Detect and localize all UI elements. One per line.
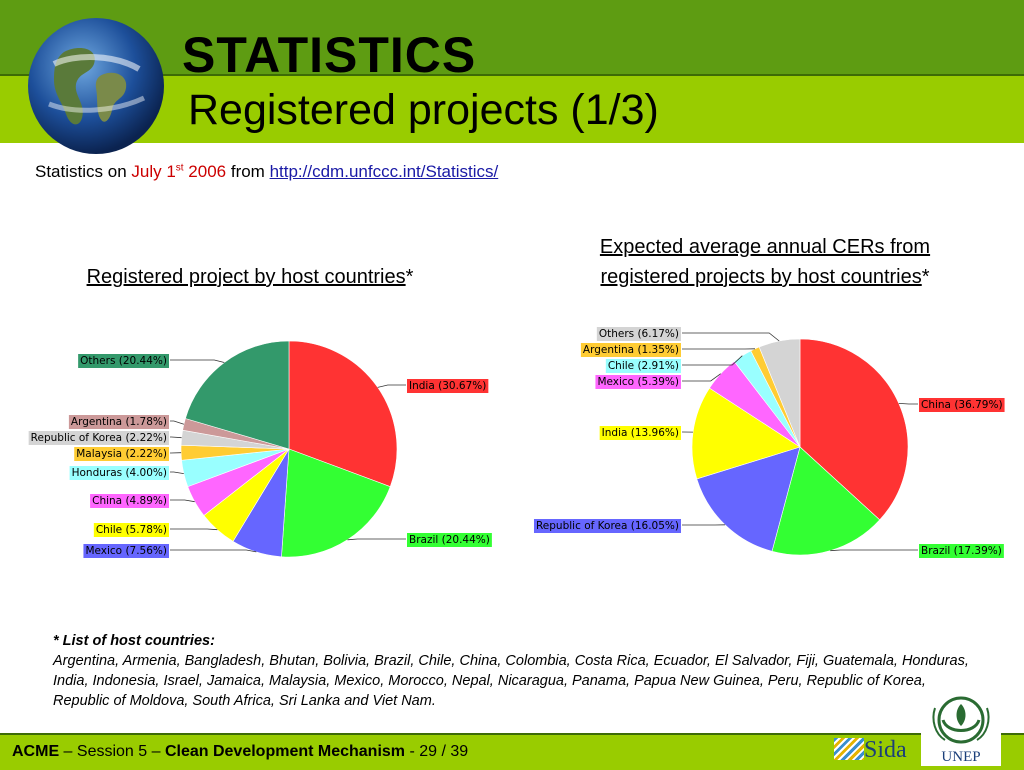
footer-bar: ACME – Session 5 – Clean Development Mec… (0, 733, 1024, 770)
pie-label-argentina: Argentina (1.78%) (69, 415, 169, 429)
pie-label-text: Chile (2.91%) (608, 360, 679, 372)
footer-text: ACME – Session 5 – Clean Development Mec… (12, 743, 468, 761)
leader-line-china (170, 500, 195, 502)
chart-title-cers: Expected average annual CERs from registe… (530, 232, 1000, 292)
pie-chart-projects: India (30.67%) Brazil (20.44%) Mexico (7.5… (0, 330, 512, 570)
pie-label-chile: Chile (5.78%) (94, 523, 169, 537)
leader-line-brazil (348, 539, 407, 540)
pie-label-text: Brazil (17.39%) (921, 545, 1002, 557)
pie-label-india: India (13.96%) (600, 426, 681, 440)
statistics-link[interactable]: http://cdm.unfccc.int/Statistics/ (270, 162, 499, 181)
pie-label-china: China (36.79%) (919, 398, 1005, 412)
pie-label-text: Chile (5.78%) (96, 524, 167, 536)
pie-label-text: Others (20.44%) (80, 355, 167, 367)
unep-logo-text: UNEP (941, 749, 980, 765)
host-countries-note: * List of host countries: Argentina, Arm… (53, 631, 973, 711)
pie-label-text: Mexico (5.39%) (597, 376, 679, 388)
footer-session: – Session 5 – (59, 743, 165, 760)
stats-date-day: July 1 (131, 162, 175, 181)
pie-label-text: China (4.89%) (92, 495, 167, 507)
chart-title-projects-text: Registered project by host countries (87, 266, 406, 288)
pie-label-china: China (4.89%) (90, 494, 169, 508)
chart-title-cers-line1: Expected average annual CERs from (600, 236, 930, 258)
pie-label-text: Honduras (4.00%) (72, 467, 167, 479)
pie-label-brazil: Brazil (17.39%) (919, 544, 1004, 558)
pie-label-text: India (13.96%) (602, 427, 679, 439)
footer-org: ACME (12, 743, 59, 760)
pie-chart-cers: China (36.79%) Brazil (17.39%) Republic of… (510, 300, 1024, 600)
chart-title-cers-line2: registered projects by host countries (600, 266, 921, 288)
pie-label-text: Others (6.17%) (599, 328, 679, 340)
leader-line-others (170, 360, 224, 363)
leader-line-honduras (170, 472, 184, 474)
pie-label-others: Others (6.17%) (597, 327, 681, 341)
pie-label-text: Malaysia (2.22%) (76, 448, 167, 460)
pie-label-text: Brazil (20.44%) (409, 534, 490, 546)
pie-label-mexico: Mexico (5.39%) (595, 375, 681, 389)
pie-label-others: Others (20.44%) (78, 354, 169, 368)
note-body: Argentina, Armenia, Bangladesh, Bhutan, … (53, 651, 973, 711)
leader-line-argentina (170, 421, 184, 424)
page-title: STATISTICS (182, 30, 476, 80)
pie-label-text: Republic of Korea (2.22%) (31, 432, 167, 444)
sida-logo-mark (834, 738, 864, 760)
pie-label-mexico: Mexico (7.56%) (83, 544, 169, 558)
chart-title-cers-mark: * (922, 266, 930, 288)
pie-label-malaysia: Malaysia (2.22%) (74, 447, 169, 461)
stats-date-suffix: st (176, 162, 184, 173)
pie-label-text: India (30.67%) (409, 380, 486, 392)
leader-line-chile (170, 529, 217, 530)
pie-label-text: Argentina (1.78%) (71, 416, 167, 428)
leader-line-republic-of-korea (170, 437, 182, 438)
sida-logo-text: Sida (864, 737, 907, 763)
pie-label-text: Republic of Korea (16.05%) (536, 520, 679, 532)
footer-course: Clean Development Mechanism (165, 743, 405, 760)
pie-label-brazil: Brazil (20.44%) (407, 533, 492, 547)
pie-label-text: Mexico (7.56%) (85, 545, 167, 557)
stats-middle: from (226, 162, 269, 181)
leader-line-china (899, 403, 918, 404)
pie-label-chile: Chile (2.91%) (606, 359, 681, 373)
leader-line-others (682, 333, 779, 341)
pie-label-republic-of-korea: Republic of Korea (2.22%) (29, 431, 169, 445)
leader-line-mexico (170, 550, 256, 552)
sida-logo: Sida (834, 737, 907, 764)
pie-label-text: Argentina (1.35%) (583, 344, 679, 356)
leader-line-mexico (682, 374, 721, 381)
pie-label-argentina: Argentina (1.35%) (581, 343, 681, 357)
pie-label-text: China (36.79%) (921, 399, 1003, 411)
pie-label-india: India (30.67%) (407, 379, 488, 393)
footer-page-number: - 29 / 39 (405, 743, 468, 760)
stats-date-year: 2006 (184, 162, 227, 181)
chart-title-projects: Registered project by host countries* (10, 262, 490, 292)
leader-line-brazil (830, 550, 918, 551)
pie-label-republic-of-korea: Republic of Korea (16.05%) (534, 519, 681, 533)
globe-icon (24, 14, 168, 158)
unep-logo: UNEP (921, 690, 1001, 766)
leader-line-india (378, 385, 406, 387)
pie-label-honduras: Honduras (4.00%) (70, 466, 169, 480)
note-heading: * List of host countries: (53, 631, 973, 651)
chart-title-projects-mark: * (406, 266, 414, 288)
stats-date: July 1st 2006 (131, 162, 226, 181)
leader-line-chile (682, 356, 742, 365)
page-subtitle: Registered projects (1/3) (188, 89, 659, 132)
statistics-source-line: Statistics on July 1st 2006 from http://… (35, 162, 498, 182)
stats-prefix: Statistics on (35, 162, 131, 181)
